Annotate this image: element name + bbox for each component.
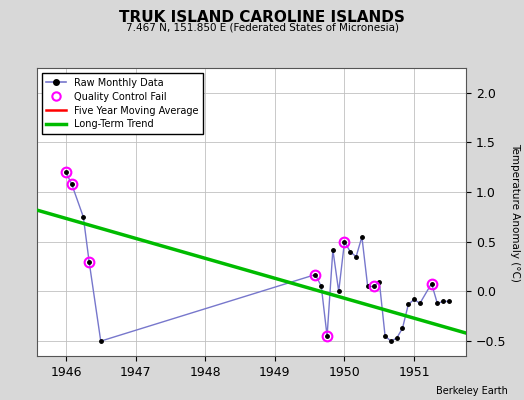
Y-axis label: Temperature Anomaly (°C): Temperature Anomaly (°C) bbox=[510, 142, 520, 282]
Legend: Raw Monthly Data, Quality Control Fail, Five Year Moving Average, Long-Term Tren: Raw Monthly Data, Quality Control Fail, … bbox=[41, 73, 203, 134]
Text: TRUK ISLAND CAROLINE ISLANDS: TRUK ISLAND CAROLINE ISLANDS bbox=[119, 10, 405, 25]
Text: 7.467 N, 151.850 E (Federated States of Micronesia): 7.467 N, 151.850 E (Federated States of … bbox=[126, 22, 398, 32]
Text: Berkeley Earth: Berkeley Earth bbox=[436, 386, 508, 396]
